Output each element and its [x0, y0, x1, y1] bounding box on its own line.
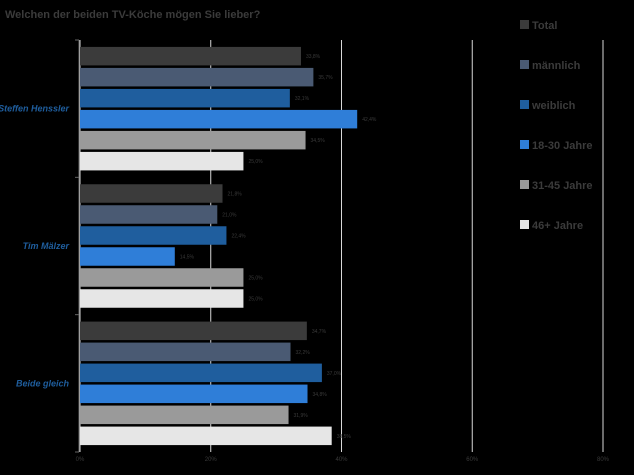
bar-1-0: [80, 184, 223, 203]
legend-label-4: 31-45 Jahre: [532, 180, 593, 192]
x-tick-label-3: 60%: [466, 457, 479, 463]
legend-label-5: 46+ Jahre: [532, 220, 583, 232]
data-label-0-4: 34,5%: [311, 138, 326, 144]
bar-1-3: [80, 247, 175, 266]
legend-label-3: 18-30 Jahre: [532, 140, 593, 152]
bar-2-0: [80, 321, 307, 341]
category-label-2: Beide gleich: [16, 378, 70, 388]
data-label-2-1: 32,2%: [296, 350, 311, 356]
data-label-2-5: 38,5%: [337, 434, 352, 440]
bar-2-5: [80, 426, 332, 446]
category-label-1: Tim Mälzer: [23, 241, 70, 251]
data-label-1-1: 21,0%: [222, 213, 237, 219]
category-label-0: Steffen Henssler: [0, 104, 69, 114]
bar-1-1: [80, 205, 218, 224]
data-label-2-0: 34,7%: [312, 329, 327, 335]
legend-swatch-5: [520, 220, 529, 229]
x-tick-label-4: 80%: [597, 457, 610, 463]
bar-2-4: [80, 405, 289, 425]
data-label-1-3: 14,5%: [180, 255, 195, 261]
data-label-0-2: 32,1%: [295, 96, 310, 102]
bar-1-5: [80, 289, 244, 308]
bar-1-2: [80, 226, 227, 245]
chart-title: Welchen der beiden TV-Köche mögen Sie li…: [5, 9, 261, 21]
x-tick-label-1: 20%: [205, 457, 218, 463]
legend-swatch-0: [520, 20, 529, 29]
x-tick-label-0: 0%: [76, 457, 85, 463]
legend-swatch-4: [520, 180, 529, 189]
bar-0-5: [80, 151, 244, 171]
legend-swatch-3: [520, 140, 529, 149]
data-label-2-2: 37,0%: [327, 371, 342, 377]
bar-0-2: [80, 88, 290, 108]
data-label-1-0: 21,8%: [228, 192, 243, 198]
data-label-0-0: 33,8%: [306, 54, 321, 60]
bar-0-1: [80, 67, 314, 87]
legend-swatch-2: [520, 100, 529, 109]
x-tick-label-2: 40%: [335, 457, 348, 463]
data-label-1-4: 25,0%: [248, 276, 263, 282]
legend-label-0: Total: [532, 20, 557, 32]
legend-label-1: männlich: [532, 60, 581, 72]
bar-2-2: [80, 363, 322, 383]
bar-2-3: [80, 384, 308, 404]
data-label-0-3: 42,4%: [362, 117, 377, 123]
data-label-1-2: 22,4%: [231, 234, 246, 240]
legend-label-2: weiblich: [531, 100, 576, 112]
data-label-0-5: 25,0%: [248, 159, 263, 165]
bar-0-4: [80, 130, 306, 150]
data-label-0-1: 35,7%: [318, 75, 333, 81]
bar-0-0: [80, 46, 301, 66]
bar-1-4: [80, 268, 244, 287]
data-label-2-4: 31,9%: [294, 413, 309, 419]
legend-swatch-1: [520, 60, 529, 69]
data-label-1-5: 25,0%: [248, 297, 263, 303]
data-label-2-3: 34,8%: [313, 392, 328, 398]
bar-2-1: [80, 342, 291, 362]
bar-0-3: [80, 109, 358, 129]
